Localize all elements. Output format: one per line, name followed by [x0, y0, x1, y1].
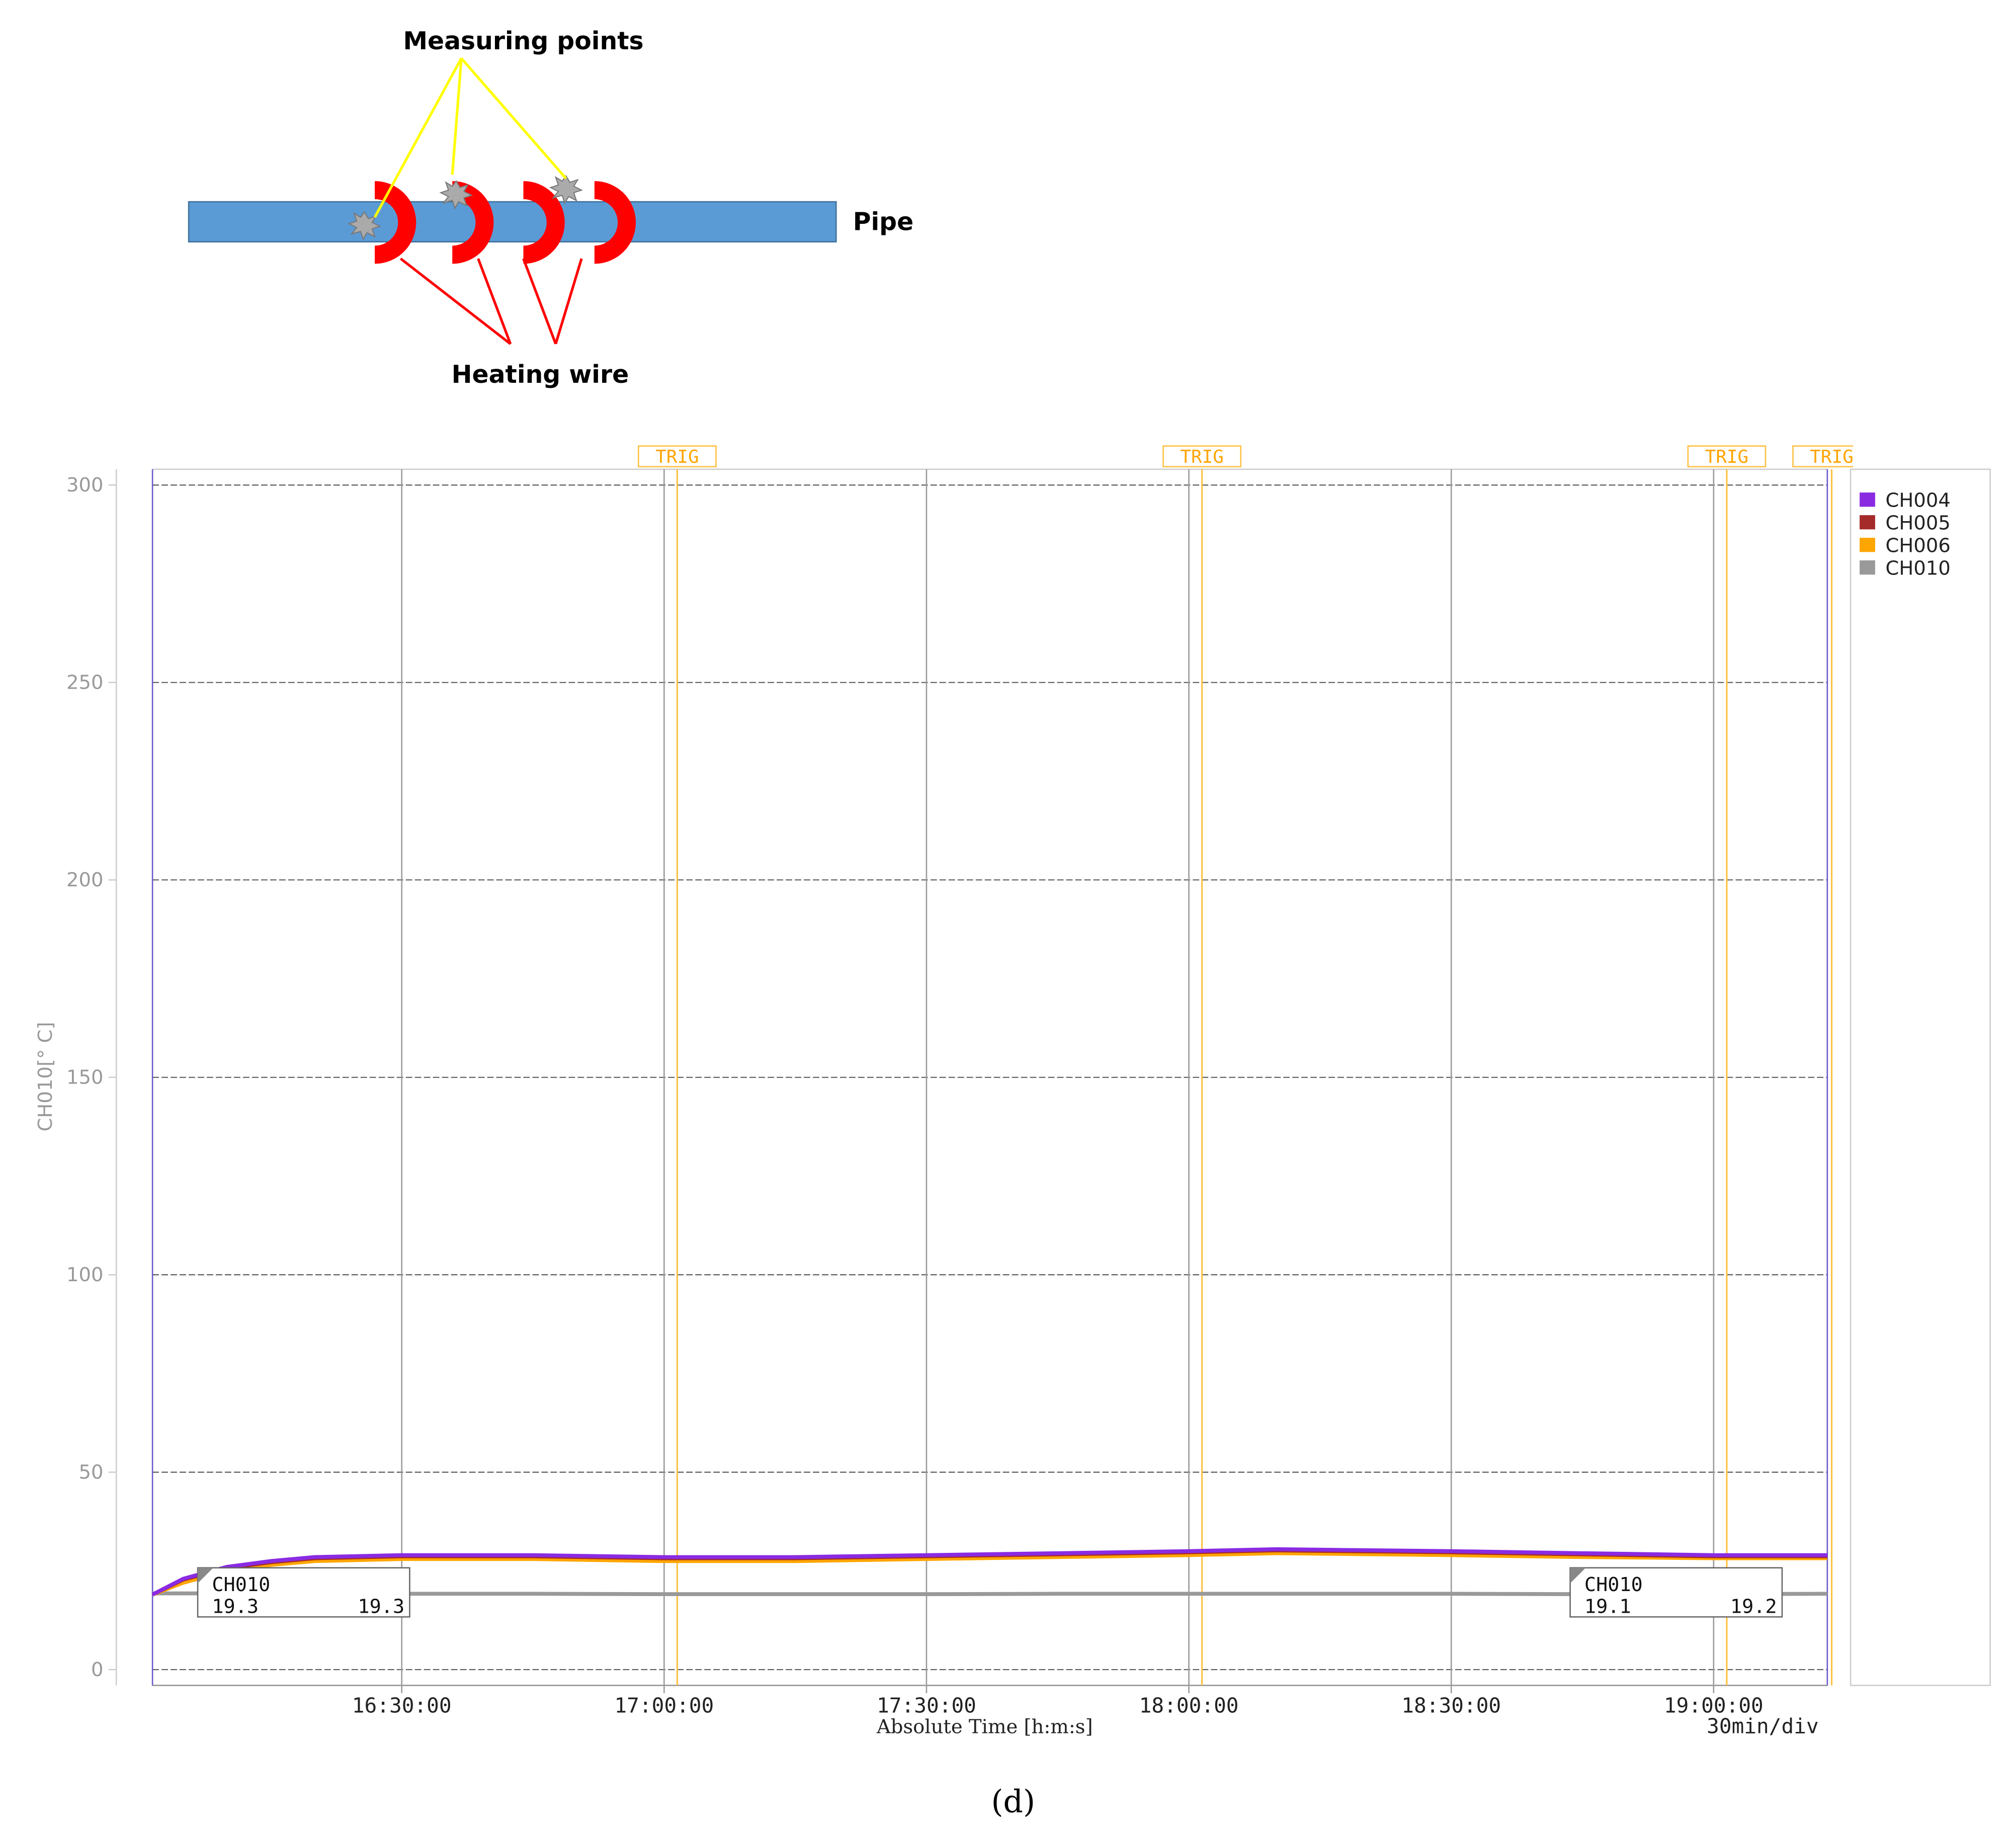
heating-wires — [375, 181, 636, 264]
y-tick-label: 200 — [66, 869, 104, 891]
legend-swatch — [1860, 515, 1875, 530]
x-axis-label: Absolute Time [h:m:s] — [876, 1716, 1093, 1738]
x-tick-label: 19:00:00 — [1664, 1693, 1763, 1717]
x-tick-label: 17:30:00 — [877, 1693, 976, 1717]
trigger-box — [1792, 445, 1854, 468]
legend-label: CH005 — [1886, 512, 1951, 534]
diagram: Measuring points Pipe Heating wire — [188, 27, 914, 389]
diagram-label: Pipe — [853, 208, 914, 236]
pipe — [188, 201, 837, 242]
cursor-value: 19.1 — [1584, 1596, 1631, 1618]
series-line — [151, 1547, 1827, 1597]
scale-note: 30min/div — [1707, 1714, 1819, 1738]
trigger-label: TRIG — [1180, 447, 1224, 467]
y-tick-label: 100 — [66, 1264, 104, 1286]
legend-swatch — [1860, 560, 1875, 575]
y-tick-label: 250 — [66, 672, 104, 694]
y-axis-label: CH010[° C] — [34, 1022, 57, 1132]
legend-label: CH006 — [1886, 534, 1951, 557]
cursor-flag — [198, 1567, 213, 1584]
legend-box — [1850, 468, 1991, 1686]
diagram-label: Heating wire — [452, 360, 629, 389]
legend-swatch — [1860, 492, 1875, 507]
cursor-value: 19.3 — [358, 1596, 404, 1618]
x-tick-label: 16:30:00 — [352, 1693, 452, 1717]
sensors — [348, 175, 583, 241]
trigger-box — [1687, 445, 1767, 468]
x-tick-label: 18:00:00 — [1139, 1693, 1239, 1717]
legend-label: CH010 — [1886, 557, 1951, 579]
cursor-box — [197, 1567, 410, 1618]
series-line — [151, 1551, 1827, 1597]
pointer-lines — [399, 258, 583, 345]
y-tick-label: 300 — [66, 474, 104, 496]
diagram-label: Measuring points — [403, 27, 643, 55]
cursor-name: CH010 — [1584, 1573, 1643, 1596]
y-tick-label: 50 — [79, 1461, 104, 1484]
trigger-label: TRIG — [1810, 447, 1854, 467]
cursor-name: CH010 — [212, 1573, 270, 1596]
legend-label: CH004 — [1886, 489, 1951, 512]
x-tick-label: 18:30:00 — [1401, 1693, 1501, 1717]
trigger-box — [1162, 445, 1242, 468]
trigger-label: TRIG — [1705, 447, 1749, 467]
cursor-box — [1569, 1567, 1783, 1618]
trigger-label: TRIG — [655, 447, 699, 467]
trigger-labels: TRIG TRIG TRIG TRIG — [638, 445, 1854, 468]
trigger-box — [638, 445, 717, 468]
legend-swatch — [1860, 538, 1875, 552]
cursor-value: 19.2 — [1730, 1596, 1777, 1618]
y-tick-label: 0 — [91, 1658, 104, 1681]
x-tick-label: 17:00:00 — [614, 1693, 714, 1717]
pointer-lines — [373, 57, 567, 218]
y-tick-label: 150 — [66, 1066, 104, 1089]
caption: (d) — [991, 1783, 1035, 1819]
cursor-value: 19.3 — [212, 1596, 259, 1618]
